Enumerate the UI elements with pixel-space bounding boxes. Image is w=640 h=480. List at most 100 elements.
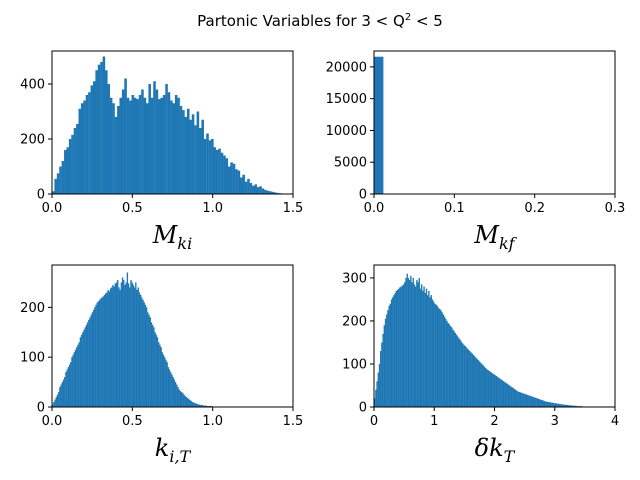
histogram-bar	[78, 342, 80, 407]
histogram-bar	[554, 403, 557, 407]
histogram-bar	[70, 362, 72, 407]
histogram-bar	[540, 399, 542, 407]
y-tick-label: 0	[359, 188, 367, 203]
x-axis-label-subscript: i,T	[169, 447, 191, 466]
histogram-bar	[178, 389, 180, 407]
histogram-bar	[95, 304, 97, 407]
histogram-bar	[402, 284, 405, 407]
histogram-bar	[89, 317, 91, 407]
histogram-bar	[109, 288, 112, 407]
histogram-bar	[407, 277, 410, 407]
x-tick-label: 1	[430, 414, 438, 429]
histogram-bar	[560, 404, 563, 407]
y-tick-label: 200	[20, 133, 45, 148]
histogram-bar	[416, 280, 418, 407]
histogram-bar	[414, 286, 417, 407]
histogram-bar	[184, 396, 186, 407]
histogram-bar	[483, 366, 486, 407]
histogram-bar	[276, 192, 279, 194]
histogram-bar	[525, 394, 528, 407]
x-tick-label: 1.5	[283, 201, 304, 216]
histogram-bar	[97, 64, 101, 194]
histogram-bar	[64, 150, 67, 194]
histogram-bar	[199, 404, 201, 407]
histogram-bar	[88, 92, 91, 194]
histogram-bar	[74, 349, 77, 407]
histogram-bar	[173, 379, 176, 407]
histogram-bar	[451, 327, 453, 407]
histogram-bar	[201, 405, 203, 407]
histogram-bar	[571, 405, 573, 407]
histogram-bar	[447, 323, 449, 407]
histogram-bar	[160, 97, 164, 194]
histogram-bar	[492, 373, 494, 407]
histogram-bar	[138, 292, 141, 407]
x-axis-label: Mkf	[473, 221, 517, 253]
histogram-bar	[449, 326, 452, 407]
histogram-bar	[569, 405, 571, 407]
histogram-bar	[213, 147, 217, 194]
histogram-bar	[482, 365, 484, 407]
histogram-bar	[519, 392, 522, 407]
histogram-bar	[129, 287, 131, 407]
histogram-bar	[90, 314, 92, 407]
histogram-bar	[152, 324, 154, 407]
y-tick-label: 0	[37, 188, 45, 203]
histogram-bar	[419, 288, 422, 407]
histogram-bar	[461, 343, 464, 407]
histogram-bar	[144, 304, 147, 407]
histogram-bar	[150, 97, 154, 194]
histogram-bar	[102, 296, 104, 407]
histogram-bar	[189, 119, 192, 194]
histogram-bar	[56, 173, 60, 194]
histogram-bar	[498, 377, 500, 407]
histogram-bar	[107, 289, 109, 407]
histogram-bar	[203, 139, 207, 194]
histogram-bar	[377, 372, 379, 407]
histogram-bar	[499, 378, 501, 407]
histogram-bar	[112, 103, 115, 194]
histogram-bar	[232, 163, 236, 194]
histogram-bar	[190, 401, 192, 407]
histogram-bar	[399, 287, 401, 407]
histogram-bar	[200, 405, 202, 407]
histogram-bar	[52, 404, 54, 407]
histogram-bar	[66, 147, 70, 194]
histogram-bar	[440, 310, 442, 407]
histogram-bar	[197, 404, 200, 407]
histogram-bar	[516, 390, 518, 407]
histogram-bar	[477, 360, 479, 407]
histogram-bar	[71, 134, 74, 194]
histogram-bar	[441, 312, 443, 407]
histogram-bar	[179, 391, 182, 407]
histogram-bar	[171, 374, 173, 407]
histogram-bar	[98, 299, 101, 407]
histogram-bar	[406, 273, 408, 407]
histogram-bar	[90, 85, 94, 194]
histogram-bar	[147, 312, 149, 407]
histogram-bar	[194, 403, 196, 407]
histogram-bar	[455, 334, 458, 407]
histogram-bar	[112, 284, 114, 407]
histogram-bar	[174, 95, 178, 194]
histogram-bar	[488, 370, 490, 407]
histogram-bar	[417, 282, 419, 407]
histogram-bar	[102, 56, 106, 194]
histogram-bar	[131, 95, 135, 194]
histogram-bar	[78, 108, 82, 194]
x-tick-label: 1.5	[283, 414, 304, 429]
histogram-bar	[68, 364, 71, 407]
histogram-bar	[474, 356, 476, 407]
histogram-bar	[94, 307, 96, 407]
histogram-bar	[158, 342, 160, 407]
histogram-bar	[109, 97, 113, 194]
histogram-bar	[507, 384, 510, 407]
histogram-bar	[83, 329, 85, 407]
histogram-bar	[422, 290, 424, 407]
histogram-bar	[105, 70, 108, 194]
histogram-bar	[106, 292, 108, 407]
histogram-bar	[115, 282, 118, 407]
histogram-bar	[448, 324, 451, 407]
histogram-bar	[394, 292, 396, 407]
